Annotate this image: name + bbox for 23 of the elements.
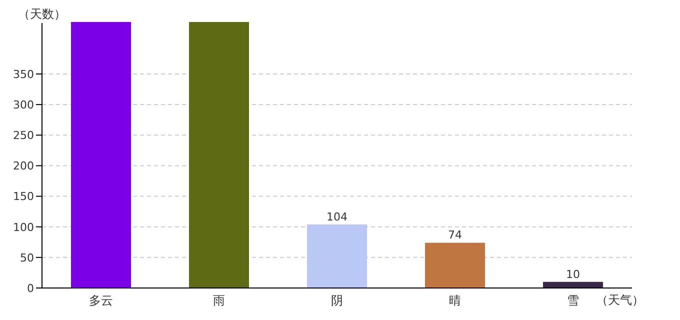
x-tick-label: 多云	[89, 294, 113, 308]
y-tick-label: 300	[13, 98, 34, 112]
x-tick-label: 阴	[331, 294, 343, 308]
bar	[425, 242, 485, 288]
x-axis-title: （天气）	[596, 292, 644, 309]
bar	[543, 282, 603, 288]
y-axis-title: （天数）	[18, 6, 66, 23]
x-tick-label: 雨	[213, 294, 225, 308]
x-tick-label: 雪	[567, 294, 579, 308]
bar	[189, 22, 249, 288]
y-tick-label: 150	[13, 190, 34, 204]
data-label: 104	[326, 210, 348, 224]
x-tick-label: 晴	[449, 294, 461, 308]
data-label: 74	[448, 228, 462, 242]
y-tick-label: 0	[27, 282, 34, 295]
y-tick-label: 350	[13, 68, 34, 81]
y-tick-label: 200	[13, 160, 34, 173]
y-tick-label: 50	[20, 251, 34, 264]
data-label: 10	[566, 268, 580, 281]
bar	[307, 224, 367, 288]
bar	[71, 22, 131, 288]
y-tick-label: 250	[13, 129, 34, 142]
y-tick-label: 100	[13, 220, 34, 234]
